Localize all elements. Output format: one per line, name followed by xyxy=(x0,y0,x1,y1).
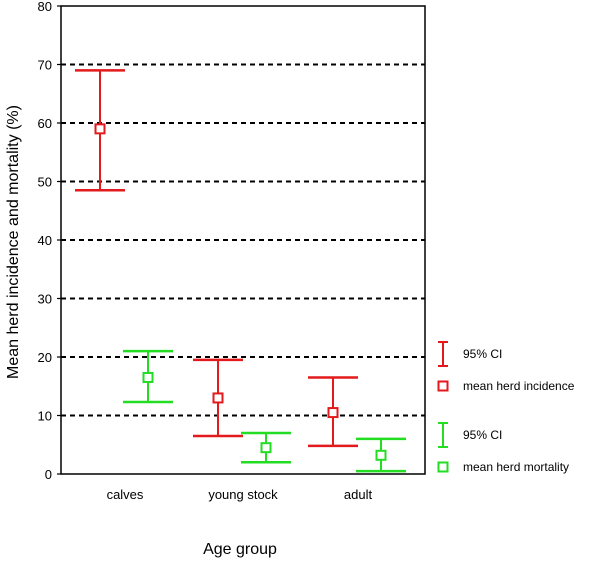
y-tick-label: 60 xyxy=(38,116,52,131)
y-tick-label: 30 xyxy=(38,292,52,307)
y-tick-labels: 0 10 20 30 40 50 60 70 80 xyxy=(38,0,52,482)
mean-point xyxy=(94,123,106,135)
mean-point xyxy=(212,392,224,404)
data-marks xyxy=(75,69,406,473)
legend-series-label: mean herd mortality xyxy=(463,460,569,474)
mean-point xyxy=(142,371,154,383)
axes xyxy=(57,5,426,475)
x-tick-label: adult xyxy=(344,487,373,502)
x-tick-label: young stock xyxy=(208,487,278,502)
x-tick-labels: calves young stock adult xyxy=(107,487,373,502)
y-axis-title: Mean herd incidence and mortality (%) xyxy=(5,105,22,379)
y-tick-label: 50 xyxy=(38,175,52,190)
mean-point xyxy=(327,407,339,419)
y-tick-label: 80 xyxy=(38,0,52,14)
y-tick-label: 20 xyxy=(38,350,52,365)
y-tick-label: 70 xyxy=(38,58,52,73)
x-tick-label: calves xyxy=(107,487,144,502)
y-tick-label: 0 xyxy=(45,467,52,482)
legend-ci-label: 95% CI xyxy=(463,347,502,361)
x-axis-title: Age group xyxy=(203,541,277,558)
grid-lines xyxy=(61,63,425,417)
y-tick-label: 40 xyxy=(38,233,52,248)
mean-point xyxy=(375,449,387,461)
legend-mean-symbol xyxy=(437,461,449,473)
mean-point xyxy=(260,442,272,454)
legend: 95% CI mean herd incidence 95% CI mean herd… xyxy=(437,341,575,474)
legend-ci-label: 95% CI xyxy=(463,428,502,442)
legend-series-label: mean herd incidence xyxy=(463,379,575,393)
legend-mean-symbol xyxy=(437,380,449,392)
y-tick-label: 10 xyxy=(38,409,52,424)
